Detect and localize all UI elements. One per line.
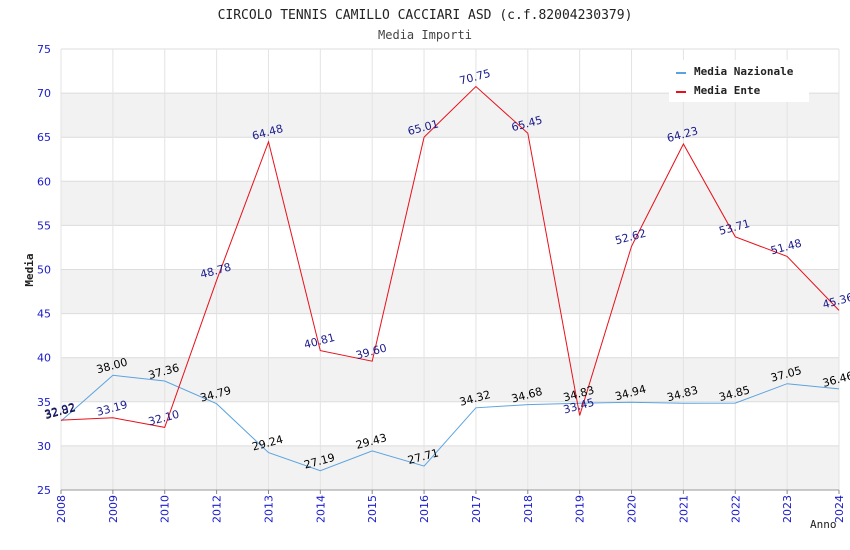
data-label: 32.10 bbox=[147, 408, 181, 429]
chart-title: CIRCOLO TENNIS CAMILLO CACCIARI ASD (c.f… bbox=[218, 8, 633, 23]
series-line-media-nazionale bbox=[60, 374, 840, 472]
legend-label-media-nazionale: Media Nazionale bbox=[694, 65, 794, 78]
x-tick-label: 2014 bbox=[314, 495, 327, 523]
y-axis-ticks: 25 30 35 40 45 50 55 60 65 70 75 bbox=[37, 43, 51, 497]
x-tick-label: 2010 bbox=[159, 495, 172, 523]
x-tick-label: 2015 bbox=[366, 495, 379, 523]
y-tick-label: 65 bbox=[37, 131, 51, 144]
x-tick-label: 2024 bbox=[833, 495, 846, 523]
y-tick-label: 40 bbox=[37, 352, 51, 365]
x-tick-label: 2023 bbox=[781, 495, 794, 523]
grid-lines bbox=[60, 48, 840, 491]
data-label: 51.48 bbox=[769, 237, 803, 258]
chart-subtitle: Media Importi bbox=[378, 28, 472, 42]
plot-band bbox=[61, 445, 839, 490]
y-tick-label: 75 bbox=[37, 43, 51, 56]
y-tick-label: 25 bbox=[37, 484, 51, 497]
x-tick-label: 2018 bbox=[522, 495, 535, 523]
series-lines bbox=[60, 85, 840, 472]
legend-box bbox=[669, 60, 809, 102]
legend-label-media-ente: Media Ente bbox=[694, 84, 761, 97]
x-tick-label: 2013 bbox=[262, 495, 275, 523]
x-axis-ticks: 2008 2009 2010 2012 2013 2014 2015 2016 2017 2018… bbox=[55, 490, 846, 523]
y-tick-label: 55 bbox=[37, 219, 51, 232]
y-tick-label: 60 bbox=[37, 175, 51, 188]
data-label: 70.75 bbox=[458, 67, 492, 88]
x-axis-label: Anno bbox=[810, 518, 837, 531]
data-label: 52.62 bbox=[614, 227, 648, 248]
x-tick-label: 2022 bbox=[729, 495, 742, 523]
y-axis-label: Media bbox=[23, 253, 36, 286]
x-tick-label: 2016 bbox=[418, 495, 431, 523]
y-tick-label: 70 bbox=[37, 87, 51, 100]
plot-band bbox=[61, 181, 839, 226]
x-tick-label: 2009 bbox=[107, 495, 120, 523]
y-tick-label: 30 bbox=[37, 440, 51, 453]
x-tick-label: 2021 bbox=[677, 495, 690, 523]
plot-band bbox=[61, 269, 839, 314]
x-tick-label: 2019 bbox=[574, 495, 587, 523]
series-line-media-ente bbox=[60, 85, 840, 428]
x-tick-label: 2012 bbox=[211, 495, 224, 523]
legend: Media Nazionale Media Ente bbox=[669, 60, 809, 102]
x-tick-label: 2020 bbox=[626, 495, 639, 523]
plot-background-bands bbox=[61, 93, 839, 490]
plot-band bbox=[61, 357, 839, 402]
x-tick-label: 2008 bbox=[55, 495, 68, 523]
y-tick-label: 35 bbox=[37, 396, 51, 409]
y-tick-label: 50 bbox=[37, 264, 51, 277]
x-tick-label: 2017 bbox=[470, 495, 483, 523]
y-tick-label: 45 bbox=[37, 308, 51, 321]
